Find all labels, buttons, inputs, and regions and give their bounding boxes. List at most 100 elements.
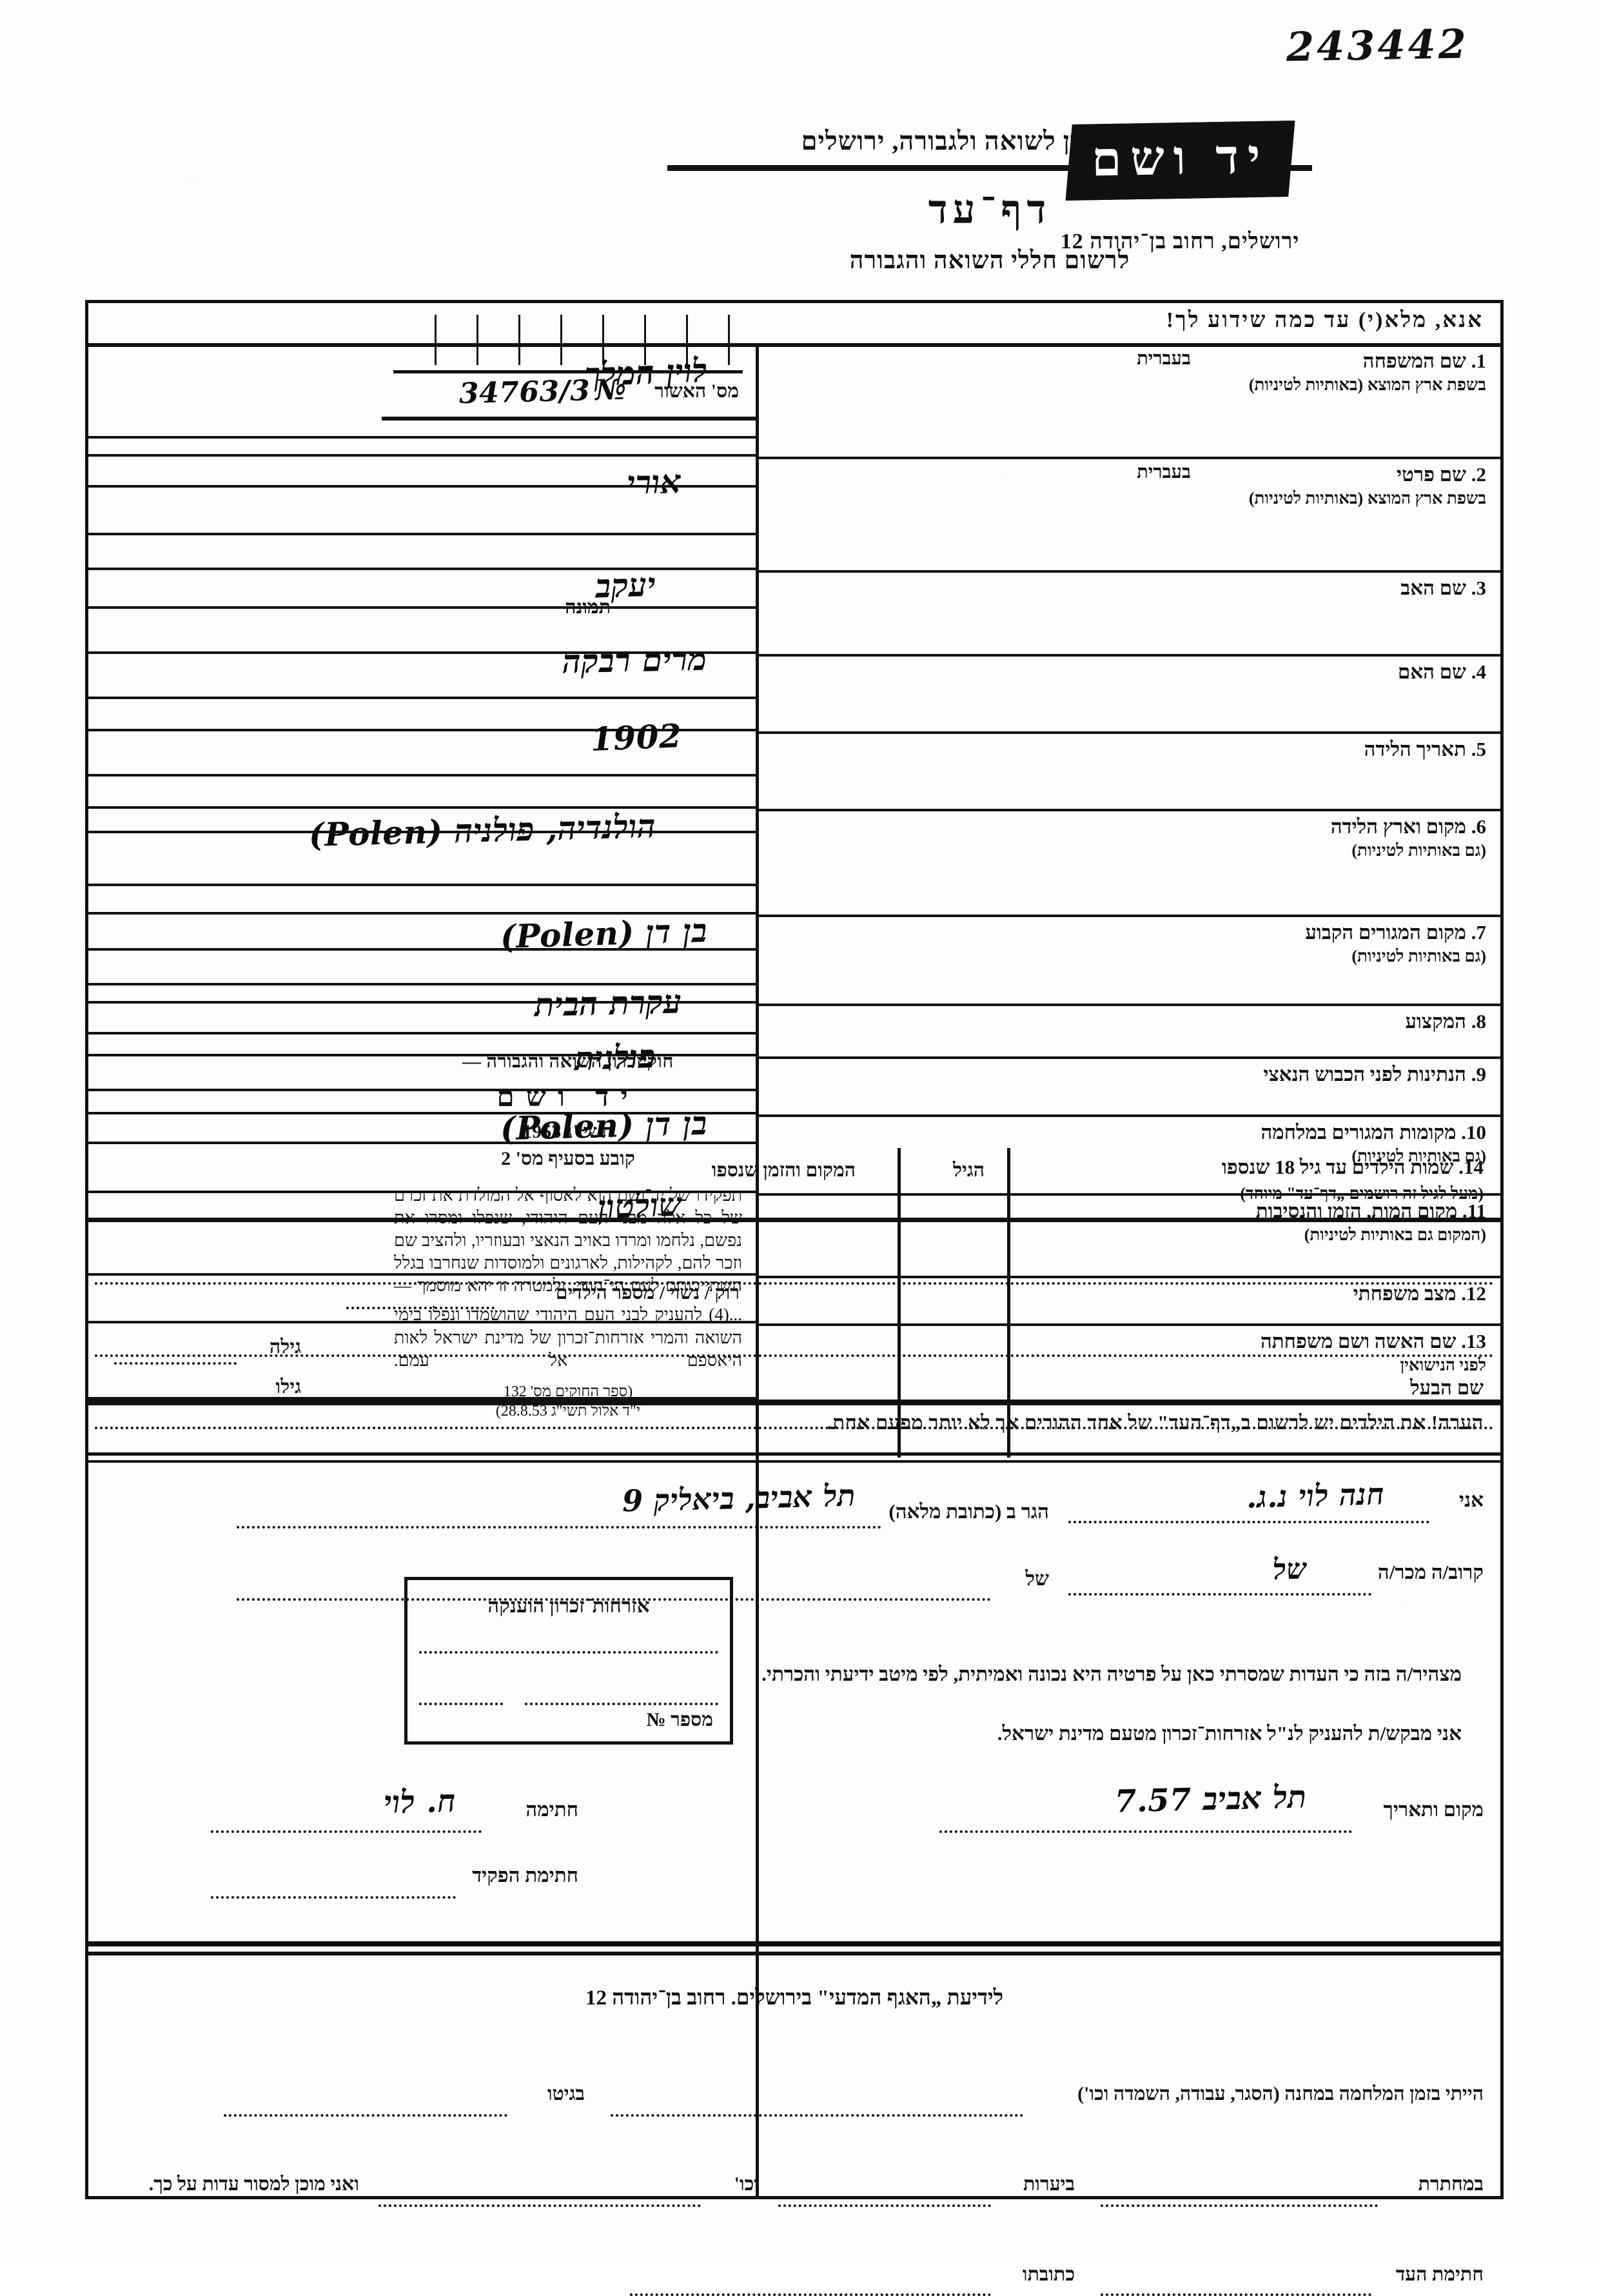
witness-signature-label: חתימת העד bbox=[1395, 2264, 1484, 2285]
field-row: 3. שם האב bbox=[759, 570, 1500, 657]
law-name: יד ושם bbox=[496, 1081, 640, 1113]
field-row: 11. מקום המות, הזמן והנסיבות (המקום גם בא… bbox=[759, 1193, 1500, 1278]
children-col-place: המקום והזמן שנספו bbox=[711, 1160, 856, 1181]
prompt-row: אנא, מלא(י) עד כמה שידוע לך! bbox=[88, 303, 1500, 347]
yad-vashem-logo: יד ושם bbox=[1065, 120, 1295, 201]
answer-rule[interactable] bbox=[88, 1321, 756, 1323]
witness-address-line[interactable] bbox=[630, 2293, 991, 2296]
archive-number: 243442 bbox=[1286, 20, 1469, 71]
field-row: 5. תאריך הלידה bbox=[759, 731, 1500, 811]
answer-rule[interactable] bbox=[88, 948, 756, 951]
husband-age-label: גילו bbox=[275, 1376, 301, 1398]
institution-address: ירושלים, רחוב בן־יהודה 12 bbox=[1060, 230, 1300, 253]
field-label: 13. שם האשה ושם משפחתה לפני הנישואין bbox=[1260, 1330, 1486, 1374]
answer-rule[interactable] bbox=[88, 568, 756, 570]
declaration-statement-2: אני מבקש/ת להעניק לנ"ל אזרחות־זכרון מטעם… bbox=[997, 1722, 1462, 1745]
tick-mark bbox=[728, 315, 730, 365]
page-title: דף־עד bbox=[928, 188, 1052, 232]
field-row: 2. שם פרטי בשפת ארץ המוצא (באותיות לטיניו… bbox=[759, 457, 1500, 573]
answer-rule[interactable] bbox=[88, 533, 756, 535]
declarant-value: חנה לוי נ.ג. bbox=[1246, 1476, 1385, 1515]
answer-rule[interactable] bbox=[88, 806, 756, 809]
field-handwritten-value: לוין המלך bbox=[584, 351, 709, 394]
notice-text: הערה! את הילדים יש לרשום ב„דף־העד" של אח… bbox=[827, 1411, 1484, 1434]
field-row: 7. מקום המגורים הקבוע (גם באותיות לטיניות… bbox=[759, 915, 1500, 1006]
residence-input-line[interactable] bbox=[237, 1526, 881, 1529]
wife-age-line[interactable] bbox=[114, 1362, 237, 1365]
ghetto-label: בגיטו bbox=[547, 2083, 585, 2104]
relation-input-line[interactable] bbox=[1068, 1593, 1371, 1596]
children-table-row[interactable] bbox=[95, 1354, 1494, 1357]
marital-status-options[interactable]: רוק / נשוי / מספר הילדים bbox=[555, 1282, 740, 1303]
answer-rule[interactable] bbox=[88, 1054, 756, 1056]
field-row: 1. שם המשפחה בשפת ארץ המוצא (באותיות לטינ… bbox=[759, 343, 1500, 459]
field-row: 6. מקום וארץ הלידה (גם באותיות לטיניות) bbox=[759, 809, 1500, 917]
field-handwritten-value: מרים רבקה bbox=[562, 639, 708, 681]
field-handwritten-value: עקרת הבית bbox=[533, 982, 682, 1024]
underground-label: במחתרת bbox=[1418, 2173, 1484, 2195]
answer-rule[interactable] bbox=[88, 1142, 756, 1144]
notice-rule bbox=[88, 1460, 1500, 1463]
tick-mark bbox=[644, 315, 646, 365]
award-line bbox=[525, 1703, 718, 1705]
answer-rule[interactable] bbox=[88, 697, 756, 699]
field-label: 12. מצב משפחתי bbox=[1353, 1282, 1486, 1305]
answer-rule[interactable] bbox=[88, 651, 756, 654]
underground-input-line[interactable] bbox=[1101, 2204, 1378, 2207]
law-section: קובע בסעיף מס' 2 bbox=[501, 1148, 635, 1169]
children-count-line[interactable] bbox=[346, 1307, 495, 1309]
field-label: 3. שם האב bbox=[1400, 577, 1486, 599]
place-date-input-line[interactable] bbox=[939, 1830, 1352, 1833]
field-row: 13. שם האשה ושם משפחתה לפני הנישואין bbox=[759, 1323, 1500, 1402]
declarant-input-line[interactable] bbox=[1068, 1521, 1429, 1523]
ghetto-input-line[interactable] bbox=[224, 2114, 507, 2117]
tick-mark bbox=[560, 315, 562, 365]
law-paragraph-1: תפקידו של יד־ושם הוא לאסוף אל המולדת את … bbox=[394, 1185, 742, 1296]
answer-rule[interactable] bbox=[88, 1001, 756, 1004]
signature-input-line[interactable] bbox=[211, 1830, 482, 1833]
answer-rule[interactable] bbox=[88, 1191, 756, 1193]
award-line bbox=[419, 1651, 718, 1654]
officer-signature-line[interactable] bbox=[211, 1896, 456, 1899]
answer-rule[interactable] bbox=[88, 1089, 756, 1091]
children-table-row[interactable] bbox=[95, 1282, 1494, 1285]
award-number-label: מספר № bbox=[646, 1709, 713, 1731]
bottom-section-rule bbox=[88, 1952, 1500, 1955]
answer-rule[interactable] bbox=[88, 1032, 756, 1034]
hebrew-script-tag: בעברית bbox=[1137, 348, 1191, 369]
answer-rule[interactable] bbox=[88, 1397, 756, 1400]
witness-signature-line[interactable] bbox=[1101, 2293, 1371, 2296]
forests-input-line[interactable] bbox=[778, 2204, 991, 2207]
answer-rule[interactable] bbox=[88, 729, 756, 731]
fill-prompt: אנא, מלא(י) עד כמה שידוע לך! bbox=[1166, 308, 1484, 332]
etc-input-line[interactable] bbox=[378, 2204, 701, 2207]
residence-value: תל אביב, ביאליק 9 bbox=[622, 1478, 856, 1519]
field-sublabel: בשפת ארץ המוצא (באותיות לטיניות) bbox=[1248, 488, 1486, 508]
field-sublabel: (גם באותיות לטיניות) bbox=[1351, 946, 1486, 965]
children-table-row[interactable] bbox=[95, 1427, 1494, 1429]
answer-rule[interactable] bbox=[88, 1112, 756, 1114]
answer-rule[interactable] bbox=[88, 436, 756, 439]
answer-rule[interactable] bbox=[88, 831, 756, 833]
answer-rule[interactable] bbox=[88, 912, 756, 915]
answer-rule[interactable] bbox=[88, 983, 756, 985]
answer-rule[interactable] bbox=[88, 774, 756, 777]
answer-rule[interactable] bbox=[88, 606, 756, 609]
field-label: 2. שם פרטי בשפת ארץ המוצא (באותיות לטיניו… bbox=[1248, 463, 1486, 508]
of-input-line[interactable] bbox=[237, 1598, 991, 1601]
tick-mark bbox=[435, 315, 437, 365]
camp-input-line[interactable] bbox=[611, 2114, 1023, 2117]
field-label: 5. תאריך הלידה bbox=[1364, 738, 1486, 760]
header-right: יד ושם ירושלים, רחוב בן־יהודה 12 bbox=[1012, 120, 1348, 254]
answer-rule[interactable] bbox=[88, 485, 756, 488]
signature-label: חתימה bbox=[525, 1798, 578, 1821]
residence-label: הגר ב (כתובת מלאה) bbox=[888, 1500, 1049, 1523]
field-label: 10. מקומות המגורים במלחמה (גם באותיות לטי… bbox=[1261, 1121, 1486, 1165]
answer-rule[interactable] bbox=[88, 884, 756, 886]
field-label: 4. שם האם bbox=[1397, 660, 1486, 683]
answer-rule[interactable] bbox=[88, 1273, 756, 1276]
header-rule bbox=[667, 165, 1312, 171]
field-row: 4. שם האם bbox=[759, 654, 1500, 734]
notice-rule bbox=[88, 1452, 1500, 1456]
answer-rule[interactable] bbox=[88, 454, 756, 457]
